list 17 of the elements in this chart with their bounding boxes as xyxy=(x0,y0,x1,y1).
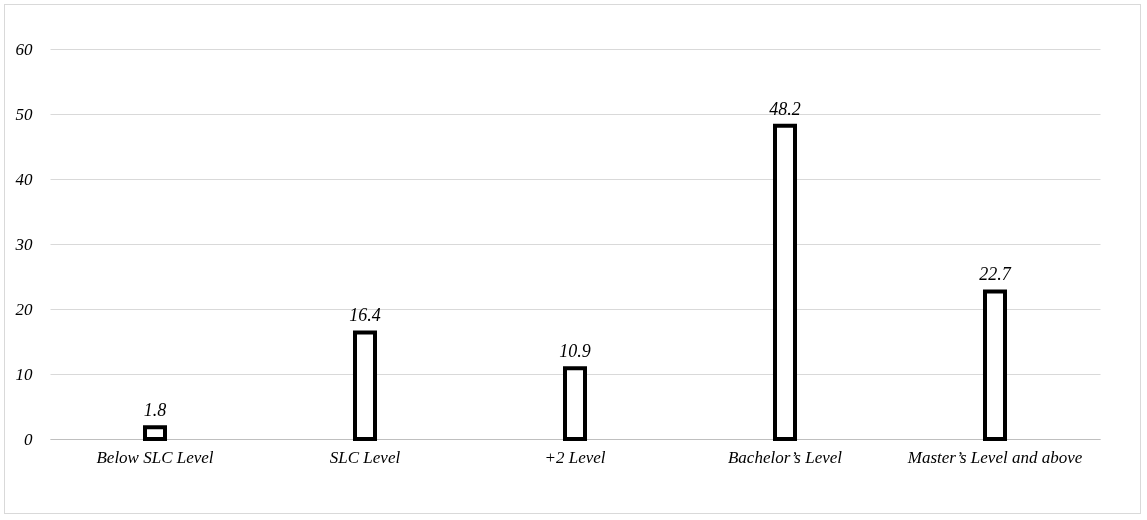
y-tick-label: 50 xyxy=(15,104,33,124)
y-tick-label: 20 xyxy=(15,299,33,319)
data-label: 22.7 xyxy=(979,264,1012,285)
data-label: 10.9 xyxy=(559,341,591,362)
data-label: 1.8 xyxy=(143,400,167,421)
y-tick-label: 60 xyxy=(15,39,33,59)
x-tick-label: Master’s Level and above xyxy=(906,447,1083,467)
y-tick-label: 10 xyxy=(15,364,33,384)
x-tick-label: Below SLC Level xyxy=(96,447,214,467)
data-label: 48.2 xyxy=(769,98,801,119)
y-tick-label: 30 xyxy=(14,234,33,254)
x-tick-label: SLC Level xyxy=(329,447,401,467)
data-label: 16.4 xyxy=(349,305,381,326)
x-tick-label: Bachelor’s Level xyxy=(727,447,843,467)
y-tick-label: 0 xyxy=(24,429,33,449)
y-tick-label: 40 xyxy=(15,169,33,189)
x-tick-label: +2 Level xyxy=(544,447,606,467)
